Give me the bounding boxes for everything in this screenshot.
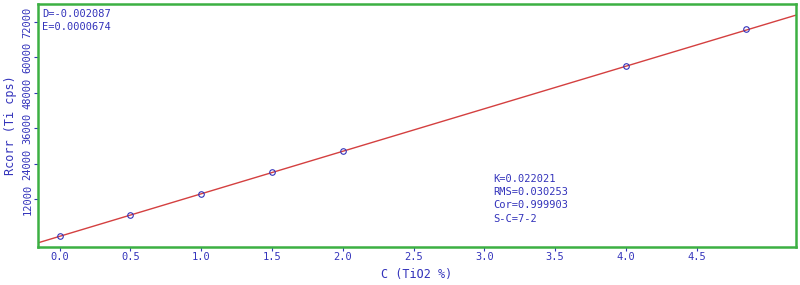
X-axis label: C (TiO2 %): C (TiO2 %) <box>382 268 453 281</box>
Text: D=-0.002087
E=0.0000674: D=-0.002087 E=0.0000674 <box>42 9 111 32</box>
Y-axis label: Rcorr (Ti cps): Rcorr (Ti cps) <box>4 76 17 175</box>
Text: K=0.022021
RMS=0.030253
Cor=0.999903
S-C=7-2: K=0.022021 RMS=0.030253 Cor=0.999903 S-C… <box>493 174 568 223</box>
